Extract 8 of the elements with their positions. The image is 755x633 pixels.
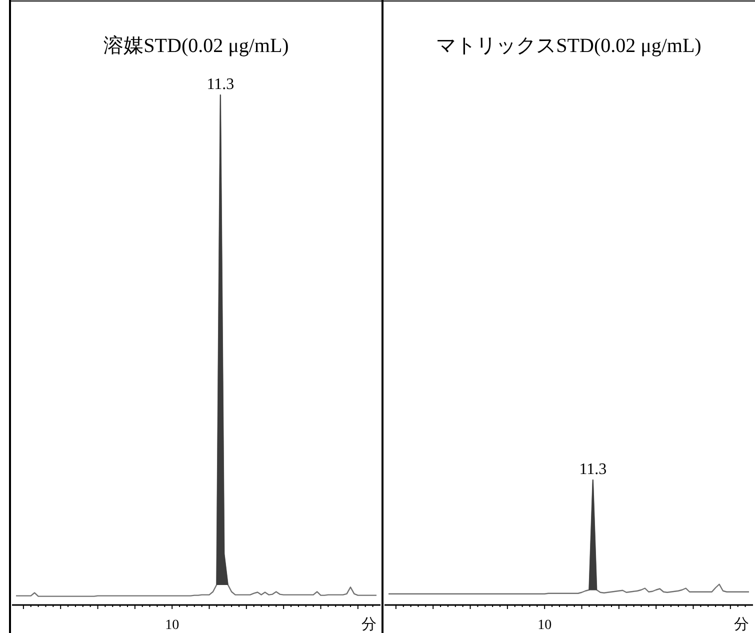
text: 10 bbox=[538, 618, 552, 633]
text: 11.3 bbox=[206, 76, 234, 93]
x-axis-title: 分 bbox=[734, 616, 749, 633]
text: 11.3 bbox=[579, 461, 607, 478]
text: 10 bbox=[165, 618, 180, 633]
x-axis-title: 分 bbox=[362, 616, 376, 633]
chart-title: 溶媒STD(0.02 μg/mL) bbox=[104, 35, 289, 57]
chart-title: マトリックスSTD(0.02 μg/mL) bbox=[436, 35, 702, 57]
